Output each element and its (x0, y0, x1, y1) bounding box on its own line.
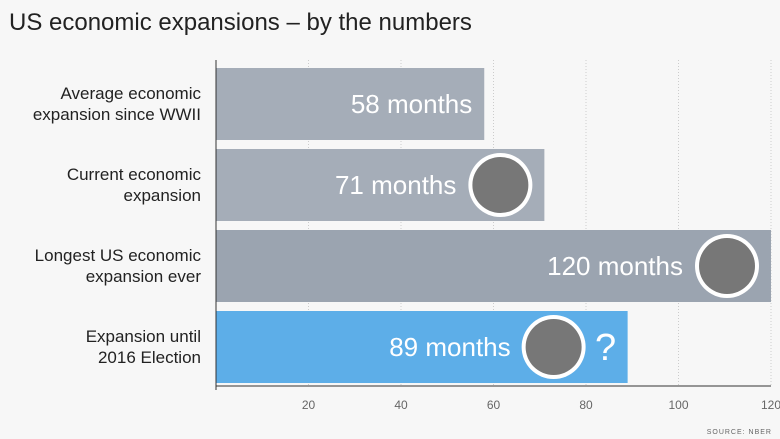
category-label: Expansion until 2016 Election (85, 327, 201, 367)
category-label: Average economic expansion since WWII (32, 84, 201, 124)
value-label: 58 months (351, 89, 472, 119)
annotation: ? (595, 327, 616, 369)
x-tick-label: 100 (668, 398, 688, 412)
chart-title: US economic expansions – by the numbers (9, 9, 472, 36)
x-tick-label: 80 (579, 398, 593, 412)
value-label: 120 months (547, 251, 683, 281)
portrait-face (472, 157, 529, 213)
category-label: Current economic expansion (66, 165, 201, 205)
x-tick-label: 40 (394, 398, 408, 412)
portrait-face (525, 319, 582, 375)
x-tick-label: 60 (487, 398, 501, 412)
value-label: 71 months (335, 170, 456, 200)
value-label: 89 months (389, 332, 510, 362)
bar (216, 68, 485, 140)
portrait-face (699, 238, 755, 294)
x-tick-label: 120 (761, 398, 780, 412)
source: SOURCE: NBER (707, 429, 772, 436)
bar (216, 230, 771, 302)
category-label: Longest US economic expansion ever (34, 246, 201, 286)
x-tick-label: 20 (302, 398, 316, 412)
